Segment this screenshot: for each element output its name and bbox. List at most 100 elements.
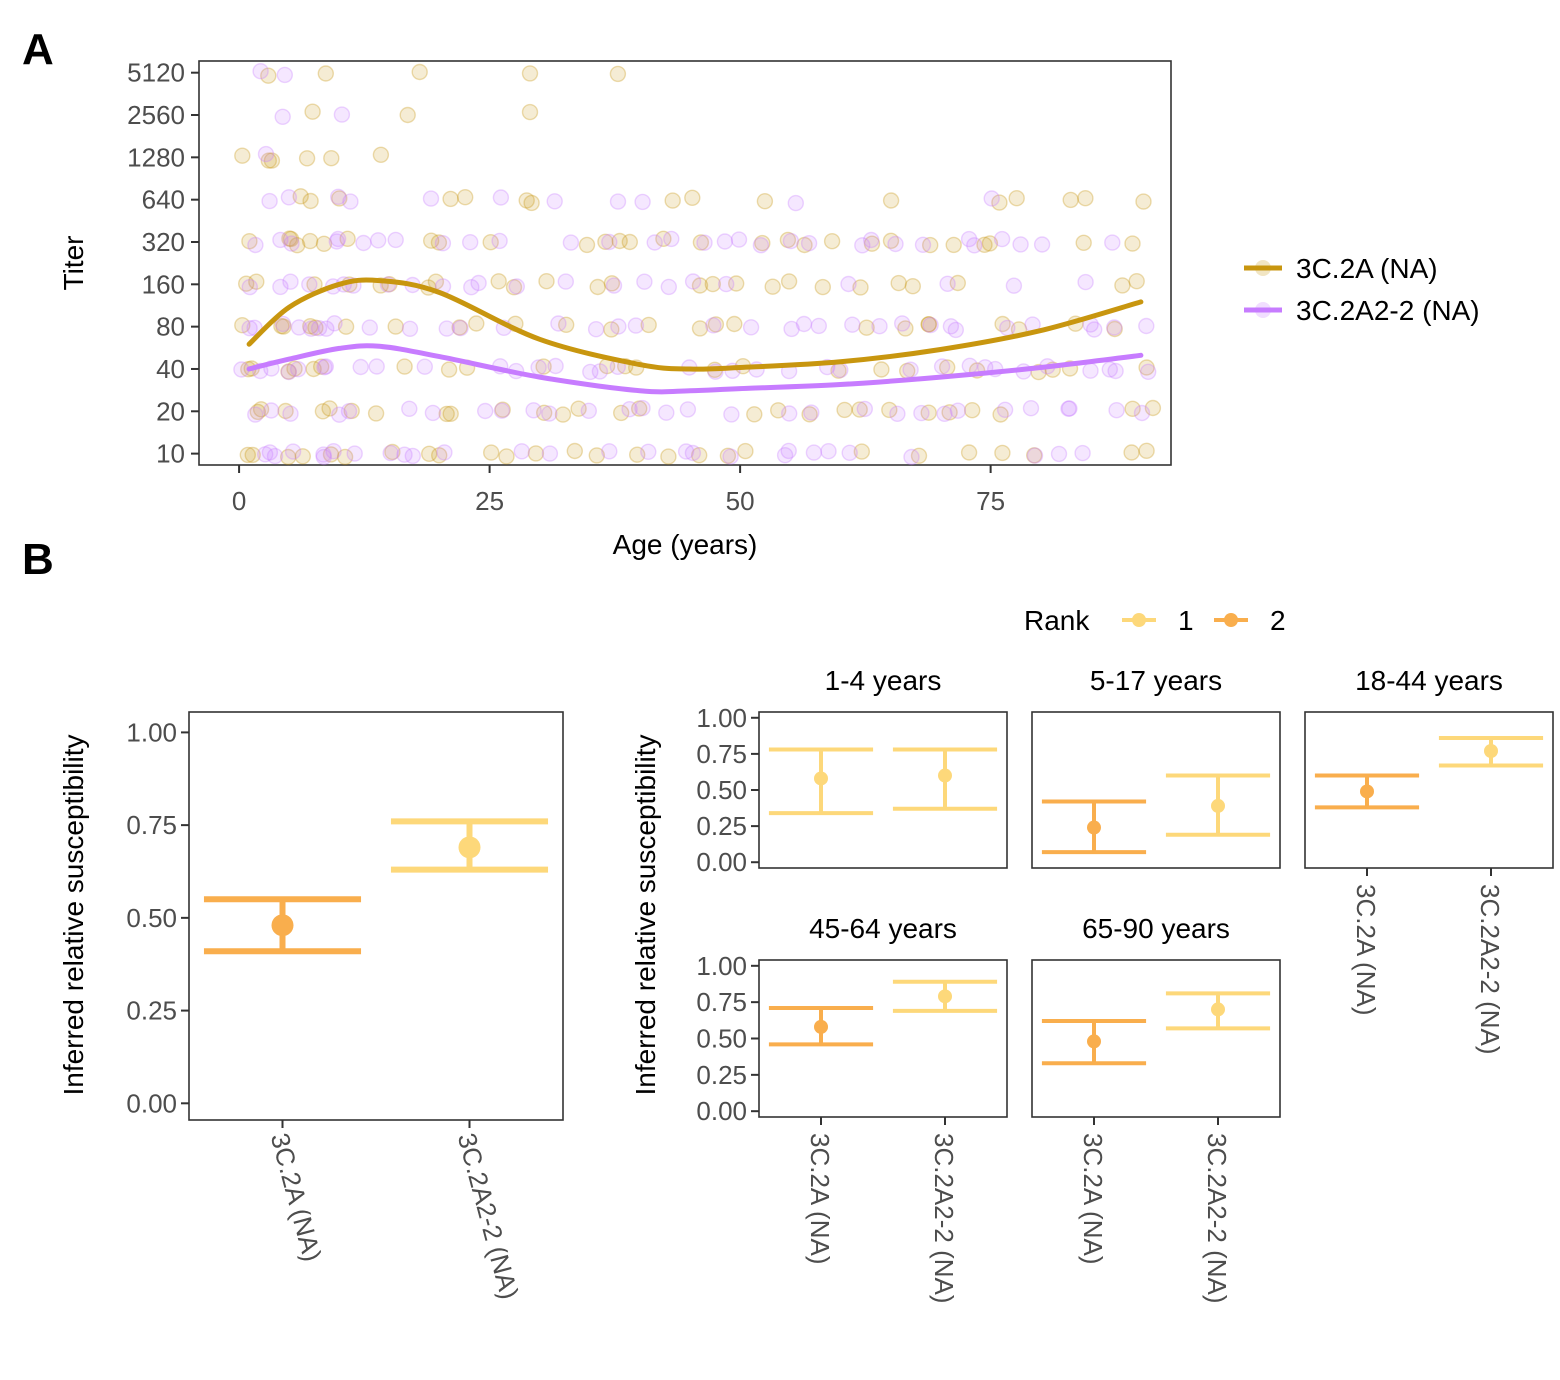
titer-point (340, 403, 358, 420)
titer-point (640, 316, 657, 334)
titer-point (276, 66, 293, 84)
rank-legend-label: 2 (1270, 605, 1286, 636)
titer-point (241, 232, 258, 250)
titer-point (442, 405, 459, 422)
titer-point (302, 320, 320, 337)
titer-point (282, 405, 299, 422)
titer-point (570, 400, 587, 417)
titer-point (352, 358, 369, 376)
titer-point (470, 274, 487, 292)
titer-point (627, 317, 645, 334)
titer-point (411, 63, 428, 81)
titer-point (326, 315, 343, 332)
titer-point (655, 230, 672, 248)
age-facet-plots: 0.00 0.25 0.50 0.75 1.00 1-4 years 5-17 years 3… (630, 665, 1554, 1304)
titer-point (691, 447, 708, 464)
legend-label: 3C.2A (NA) (1296, 253, 1438, 284)
titer-point (1106, 320, 1123, 338)
facet-4: 0.00 0.25 0.50 0.75 1.00 3C.2A (NA) 3C.2A2-2 (… (696, 913, 1008, 1304)
titer-point (333, 106, 351, 123)
titer-point (452, 319, 469, 337)
titer-point (248, 273, 265, 290)
titer-point (887, 235, 904, 253)
titer-point (547, 357, 564, 375)
titer-point (387, 318, 404, 335)
titer-point (336, 448, 354, 466)
titer-point (588, 447, 605, 464)
titer-point (964, 402, 981, 419)
titer-point (983, 190, 1000, 207)
facet-2: 5-17 years (1031, 665, 1281, 869)
titer-point (562, 234, 580, 251)
titer-point (856, 400, 873, 418)
titer-point (274, 315, 292, 333)
titer-point (640, 443, 657, 460)
titer-point (658, 404, 675, 421)
titer-point (746, 406, 763, 423)
titer-point (494, 401, 511, 418)
titer-point (994, 444, 1011, 462)
titer-point (999, 319, 1016, 337)
titer-point (323, 149, 340, 167)
titer-point (903, 448, 920, 466)
titer-point (783, 320, 800, 338)
titer-point (421, 445, 438, 462)
panel-frame (758, 711, 1008, 869)
x-tick-label: 3C.2A2-2 (NA) (929, 1133, 959, 1304)
titer-point (237, 275, 255, 292)
titer-point (840, 275, 857, 293)
titer-point (776, 447, 794, 464)
titer-point (538, 273, 555, 290)
titer-point (396, 358, 413, 375)
titer-point (535, 358, 552, 375)
titer-point (852, 279, 869, 296)
estimate-point (1360, 784, 1374, 799)
titer-point (355, 234, 372, 252)
smooth-lines (246, 277, 1144, 395)
titer-point (941, 404, 958, 421)
titer-point (787, 194, 804, 212)
error-bar (1041, 1019, 1147, 1066)
titer-scatter-panel: 10 20 40 80 160 320 640 1280 2560 5120 0 25 50 75 Ag… (58, 58, 1480, 560)
titer-point (241, 320, 258, 337)
titer-point (582, 363, 599, 381)
titer-point (920, 404, 937, 421)
titer-point (591, 363, 609, 380)
titer-point (933, 358, 951, 375)
titer-point (873, 361, 890, 378)
facet-5: 3C.2A (NA) 3C.2A2-2 (NA) 65-90 years (1031, 913, 1281, 1304)
titer-points (233, 62, 1162, 466)
overall-y-axis-title: Inferred relative susceptibility (58, 734, 89, 1095)
titer-point (289, 236, 306, 254)
error-bar (203, 896, 362, 955)
titer-point (252, 401, 270, 418)
titer-point (782, 232, 800, 250)
y-tick-label: 0.25 (696, 811, 747, 841)
titer-point (431, 447, 448, 464)
titer-point (1124, 400, 1141, 417)
x-tick-label: 3C.2A (NA) (265, 1130, 328, 1265)
titer-point (1075, 234, 1092, 252)
titer-point (823, 232, 841, 250)
titer-point (814, 278, 831, 296)
titer-point (629, 446, 646, 463)
titer-point (1025, 447, 1043, 464)
titer-point (836, 401, 853, 419)
titer-point (430, 234, 448, 251)
titer-point (1077, 189, 1094, 207)
titer-point (871, 318, 888, 335)
titer-point (942, 318, 960, 335)
titer-point (277, 402, 294, 420)
titer-point (1085, 321, 1103, 338)
facet-strip-label: 1-4 years (825, 665, 942, 696)
y-tick-label: 0.50 (696, 775, 747, 805)
titer-point (477, 402, 494, 420)
estimate-point (458, 836, 481, 859)
titer-point (803, 404, 820, 421)
titer-point (401, 320, 419, 337)
titer-point (370, 232, 387, 249)
titer-point (321, 400, 338, 417)
error-bar (1041, 799, 1147, 855)
titer-point (820, 443, 837, 460)
titer-point (508, 278, 525, 295)
